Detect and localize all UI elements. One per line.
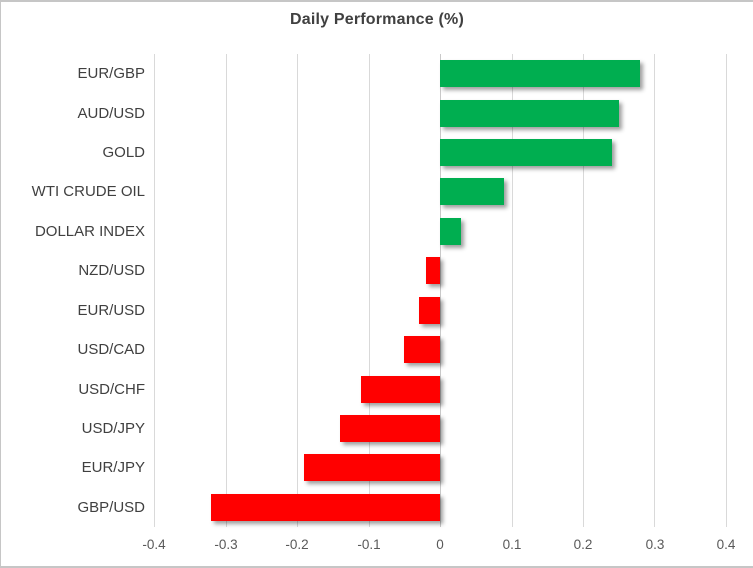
zero-axis-line <box>440 54 441 527</box>
bar-eur-jpy <box>304 454 440 481</box>
x-tick-label-0-4: 0.4 <box>716 537 736 552</box>
bar-usd-chf <box>361 376 440 403</box>
x-tick-label-0-4: -0.4 <box>142 537 166 552</box>
x-tick-label-0-1: -0.1 <box>357 537 381 552</box>
gridline <box>154 54 155 527</box>
gridline <box>226 54 227 527</box>
bar-eur-usd <box>419 297 440 324</box>
bar-gbp-usd <box>211 494 440 521</box>
category-label-eur-jpy: EUR/JPY <box>81 459 145 476</box>
category-label-eur-usd: EUR/USD <box>77 302 145 319</box>
gridline <box>512 54 513 527</box>
x-tick-label-0-3: -0.3 <box>214 537 238 552</box>
gridline <box>583 54 584 527</box>
x-tick-label-0-1: 0.1 <box>502 537 522 552</box>
x-tick-label-0-2: -0.2 <box>285 537 309 552</box>
plot-area <box>154 54 727 527</box>
category-label-gbp-usd: GBP/USD <box>77 499 145 516</box>
chart-title: Daily Performance (%) <box>289 11 465 28</box>
bar-gold <box>440 139 612 166</box>
category-label-aud-usd: AUD/USD <box>77 105 145 122</box>
category-label-usd-cad: USD/CAD <box>77 341 145 358</box>
category-label-nzd-usd: NZD/USD <box>78 262 145 279</box>
gridline <box>726 54 727 527</box>
category-label-dollar-index: DOLLAR INDEX <box>34 223 145 240</box>
bar-usd-jpy <box>340 415 440 442</box>
category-axis-labels: EUR/GBP AUD/USD GOLD WTI CRUDE OIL DOLLAR IN… <box>1 54 145 527</box>
category-label-usd-chf: USD/CHF <box>78 381 145 398</box>
category-label-gold: GOLD <box>102 144 145 161</box>
bar-wti-crude-oil <box>440 178 504 205</box>
bar-dollar-index <box>440 218 461 245</box>
x-tick-label-0-2: 0.2 <box>573 537 593 552</box>
category-label-eur-gbp: EUR/GBP <box>77 65 145 82</box>
gridline <box>654 54 655 527</box>
category-label-wti-crude-oil: WTI CRUDE OIL <box>31 183 145 200</box>
bar-eur-gbp <box>440 60 640 87</box>
gridline <box>369 54 370 527</box>
category-label-usd-jpy: USD/JPY <box>81 420 145 437</box>
bar-aud-usd <box>440 100 619 127</box>
x-tick-label-0: 0 <box>436 537 444 552</box>
x-tick-label-0-3: 0.3 <box>645 537 665 552</box>
bar-usd-cad <box>404 336 440 363</box>
bar-nzd-usd <box>426 257 440 284</box>
gridline <box>297 54 298 527</box>
